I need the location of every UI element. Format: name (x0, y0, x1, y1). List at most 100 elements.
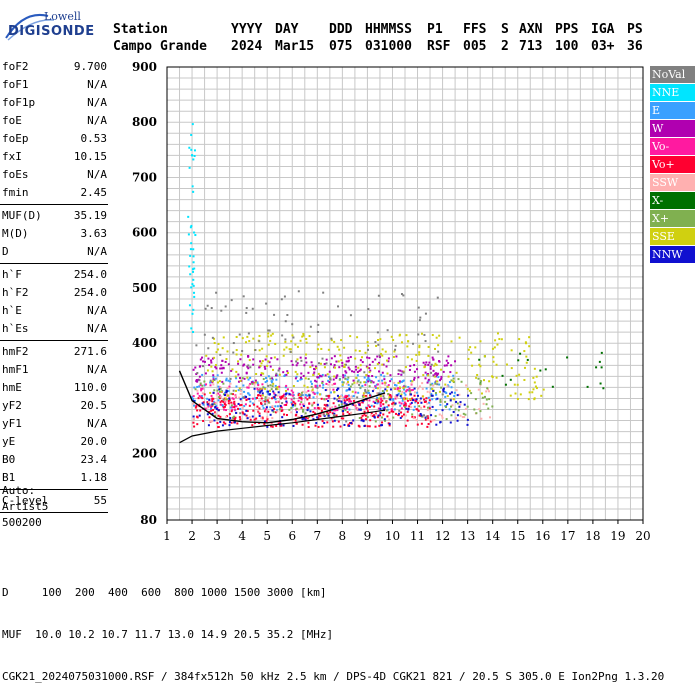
data-point (292, 384, 295, 387)
data-point (334, 409, 337, 412)
param-value: N/A (87, 78, 107, 91)
data-point (435, 336, 438, 339)
data-point (285, 389, 288, 392)
data-point (424, 363, 427, 366)
data-point (428, 391, 431, 394)
data-point (352, 399, 355, 402)
data-point (427, 363, 430, 366)
data-point (478, 363, 481, 366)
param-value: 254.0 (73, 286, 107, 299)
data-point (235, 411, 238, 414)
data-point (426, 406, 429, 409)
footer-file-row: CGK21_2024075031000.RSF / 384fx512h 50 k… (2, 670, 665, 683)
data-point (455, 400, 458, 403)
data-point (324, 374, 327, 377)
data-point (261, 347, 264, 350)
data-point (233, 415, 236, 418)
data-point (427, 422, 430, 425)
data-point (316, 395, 319, 398)
data-point (505, 363, 508, 366)
trace-virtual-height (178, 370, 386, 424)
param-label: MUF(D) (2, 209, 42, 222)
data-point (368, 371, 371, 374)
data-point (419, 316, 422, 319)
data-point (208, 398, 211, 401)
data-point (338, 378, 341, 381)
header-label-ddd: DDD (329, 22, 353, 37)
data-point (242, 384, 245, 387)
data-point (377, 343, 380, 346)
data-point (452, 377, 455, 380)
data-point (201, 356, 204, 359)
data-point (405, 404, 408, 407)
data-point (217, 399, 220, 402)
data-point (323, 363, 326, 366)
data-point (370, 380, 373, 383)
data-point (446, 403, 449, 406)
data-point (213, 342, 216, 345)
data-point (407, 386, 410, 389)
data-point (337, 360, 340, 363)
data-point (312, 374, 315, 377)
data-point (292, 424, 295, 427)
data-point (247, 367, 250, 370)
data-point (418, 351, 421, 354)
data-point (378, 370, 381, 373)
data-point (316, 416, 319, 419)
data-point (343, 408, 346, 411)
data-point (325, 362, 328, 365)
data-point (528, 391, 531, 394)
data-point (381, 424, 384, 427)
data-point (381, 363, 384, 366)
data-point (432, 358, 435, 361)
data-point (349, 335, 352, 338)
data-point (455, 417, 458, 420)
data-point (267, 360, 270, 363)
data-point (382, 403, 385, 406)
data-point (294, 343, 297, 346)
param-value: N/A (87, 304, 107, 317)
data-point (297, 399, 300, 402)
header-label-axn: AXN (519, 22, 543, 37)
data-point (257, 410, 260, 413)
data-point (444, 383, 447, 386)
data-point (496, 332, 499, 335)
data-point (247, 386, 250, 389)
data-point (351, 390, 354, 393)
data-point (245, 398, 248, 401)
data-point (272, 390, 275, 393)
param-label: foF1p (2, 96, 36, 109)
param-row: foF1p N/A (0, 94, 108, 112)
data-point (220, 395, 223, 398)
data-point (333, 397, 336, 400)
data-point (385, 389, 388, 392)
param-value: N/A (87, 96, 107, 109)
data-point (248, 384, 251, 387)
data-point (449, 371, 452, 374)
data-point (371, 360, 374, 363)
data-point (566, 356, 569, 359)
param-label: fxI (2, 150, 22, 163)
data-point (243, 413, 246, 416)
data-point (222, 366, 225, 369)
data-point (416, 394, 419, 397)
data-point (427, 345, 430, 348)
data-point (338, 399, 341, 402)
header-label-station: Station (113, 22, 168, 37)
data-point (276, 409, 279, 412)
data-point (283, 413, 286, 416)
data-point (404, 424, 407, 427)
data-point (265, 302, 268, 305)
data-point (222, 382, 225, 385)
data-point (199, 382, 202, 385)
data-point (371, 375, 374, 378)
data-point (265, 419, 268, 422)
data-point (444, 391, 447, 394)
data-point (374, 401, 377, 404)
data-point (367, 404, 370, 407)
data-point (363, 395, 366, 398)
data-point (383, 375, 386, 378)
data-point (458, 393, 461, 396)
data-point (477, 377, 480, 380)
data-point (481, 396, 484, 399)
